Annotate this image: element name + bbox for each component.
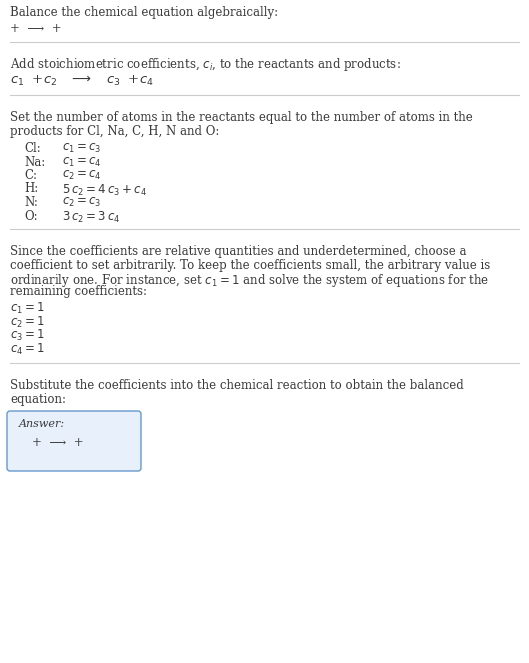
Text: $c_3 = 1$: $c_3 = 1$ [10,328,45,343]
Text: Add stoichiometric coefficients, $c_i$, to the reactants and products:: Add stoichiometric coefficients, $c_i$, … [10,56,401,73]
Text: coefficient to set arbitrarily. To keep the coefficients small, the arbitrary va: coefficient to set arbitrarily. To keep … [10,259,490,272]
Text: $c_1$  +$c_2$   $\longrightarrow$   $c_3$  +$c_4$: $c_1$ +$c_2$ $\longrightarrow$ $c_3$ +$c… [10,74,154,88]
Text: Answer:: Answer: [19,419,65,429]
Text: $c_4 = 1$: $c_4 = 1$ [10,341,45,357]
Text: products for Cl, Na, C, H, N and O:: products for Cl, Na, C, H, N and O: [10,125,220,137]
Text: $5\,c_2 = 4\,c_3 + c_4$: $5\,c_2 = 4\,c_3 + c_4$ [62,182,147,198]
Text: +  ⟶  +: + ⟶ + [10,23,61,36]
Text: Balance the chemical equation algebraically:: Balance the chemical equation algebraica… [10,6,278,19]
Text: N:: N: [24,196,38,209]
Text: $c_1 = c_4$: $c_1 = c_4$ [62,156,102,168]
Text: remaining coefficients:: remaining coefficients: [10,286,147,298]
Text: Since the coefficients are relative quantities and underdetermined, choose a: Since the coefficients are relative quan… [10,245,467,258]
Text: $c_2 = c_4$: $c_2 = c_4$ [62,169,102,182]
Text: ordinarily one. For instance, set $c_1 = 1$ and solve the system of equations fo: ordinarily one. For instance, set $c_1 =… [10,272,489,289]
Text: $3\,c_2 = 3\,c_4$: $3\,c_2 = 3\,c_4$ [62,210,121,225]
Text: $c_1 = c_3$: $c_1 = c_3$ [62,142,102,155]
Text: $c_2 = 1$: $c_2 = 1$ [10,314,45,330]
Text: $c_2 = c_3$: $c_2 = c_3$ [62,196,102,209]
Text: H:: H: [24,182,38,196]
Text: +  ⟶  +: + ⟶ + [32,436,84,449]
Text: Set the number of atoms in the reactants equal to the number of atoms in the: Set the number of atoms in the reactants… [10,111,473,124]
Text: $c_1 = 1$: $c_1 = 1$ [10,301,45,316]
Text: Cl:: Cl: [24,142,41,155]
Text: equation:: equation: [10,392,66,406]
Text: Na:: Na: [24,156,45,168]
FancyBboxPatch shape [7,411,141,471]
Text: Substitute the coefficients into the chemical reaction to obtain the balanced: Substitute the coefficients into the che… [10,379,464,392]
Text: C:: C: [24,169,37,182]
Text: O:: O: [24,210,38,223]
